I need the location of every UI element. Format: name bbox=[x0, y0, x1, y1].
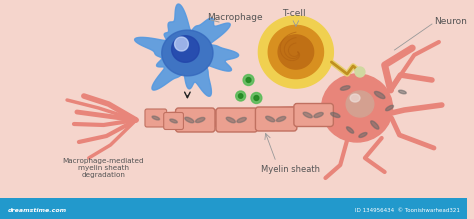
Circle shape bbox=[236, 91, 246, 101]
FancyBboxPatch shape bbox=[145, 109, 167, 127]
Circle shape bbox=[238, 94, 243, 98]
Ellipse shape bbox=[170, 119, 177, 123]
Ellipse shape bbox=[321, 74, 392, 142]
Circle shape bbox=[246, 78, 251, 83]
Text: Macrophage: Macrophage bbox=[207, 14, 263, 23]
Polygon shape bbox=[172, 36, 199, 62]
Circle shape bbox=[251, 92, 262, 104]
Text: Neuron: Neuron bbox=[434, 18, 467, 26]
Bar bbox=[0, 198, 467, 219]
Ellipse shape bbox=[314, 113, 323, 118]
Ellipse shape bbox=[371, 121, 379, 129]
Ellipse shape bbox=[276, 117, 286, 122]
Text: Macrophage-mediated
myelin sheath
degradation: Macrophage-mediated myelin sheath degrad… bbox=[63, 158, 145, 178]
FancyBboxPatch shape bbox=[164, 113, 183, 129]
Ellipse shape bbox=[152, 116, 160, 120]
Ellipse shape bbox=[399, 90, 406, 94]
Polygon shape bbox=[135, 4, 238, 96]
Ellipse shape bbox=[346, 127, 354, 133]
Ellipse shape bbox=[195, 117, 205, 123]
FancyBboxPatch shape bbox=[294, 104, 333, 127]
Ellipse shape bbox=[359, 132, 367, 138]
FancyBboxPatch shape bbox=[216, 108, 257, 132]
FancyBboxPatch shape bbox=[175, 108, 215, 132]
Ellipse shape bbox=[185, 117, 194, 123]
FancyBboxPatch shape bbox=[255, 107, 297, 131]
Ellipse shape bbox=[346, 91, 374, 117]
Ellipse shape bbox=[386, 105, 393, 111]
Polygon shape bbox=[268, 25, 323, 79]
Polygon shape bbox=[162, 30, 213, 76]
Ellipse shape bbox=[331, 113, 340, 117]
Circle shape bbox=[243, 74, 254, 85]
Ellipse shape bbox=[303, 112, 312, 118]
Polygon shape bbox=[174, 37, 188, 51]
Circle shape bbox=[355, 67, 365, 77]
Ellipse shape bbox=[266, 116, 275, 122]
Ellipse shape bbox=[226, 117, 235, 123]
Circle shape bbox=[254, 95, 259, 101]
Ellipse shape bbox=[237, 117, 246, 123]
Text: Myelin sheath: Myelin sheath bbox=[262, 166, 320, 175]
Polygon shape bbox=[258, 16, 333, 88]
Polygon shape bbox=[278, 35, 314, 69]
Ellipse shape bbox=[374, 91, 385, 99]
Text: dreamstime.com: dreamstime.com bbox=[8, 207, 67, 212]
Ellipse shape bbox=[340, 86, 350, 90]
Text: ID 134956434  © Toonishwarhead321: ID 134956434 © Toonishwarhead321 bbox=[355, 207, 460, 212]
Text: T-cell: T-cell bbox=[282, 9, 306, 18]
Ellipse shape bbox=[350, 94, 360, 102]
